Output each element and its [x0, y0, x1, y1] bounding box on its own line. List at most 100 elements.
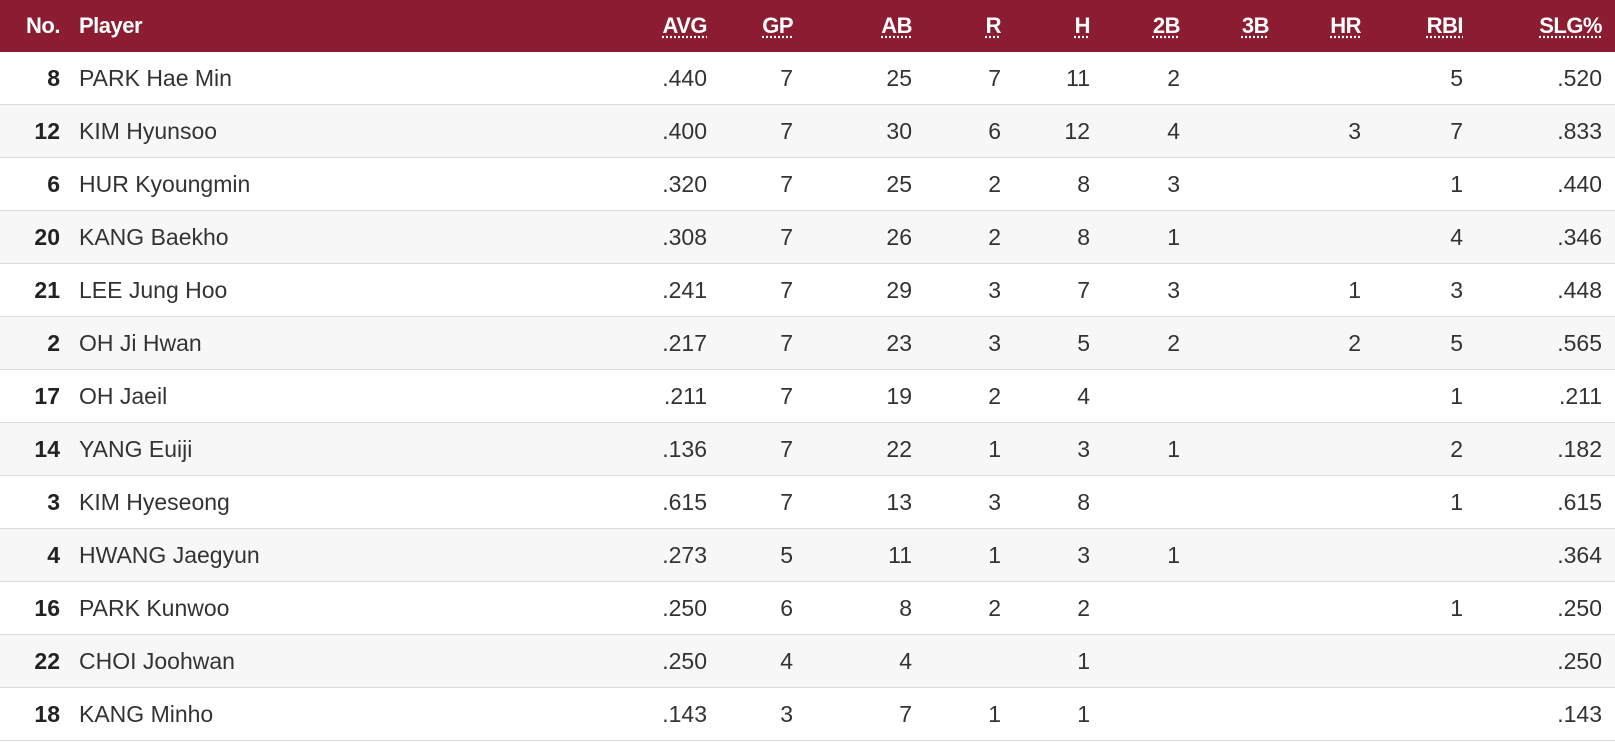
player-cell: PARK Kunwoo — [79, 595, 230, 621]
slg-cell: .346 — [1557, 224, 1602, 250]
r-cell: 1 — [988, 436, 1001, 462]
slg-cell: .364 — [1557, 542, 1602, 568]
h-cell: 12 — [1064, 118, 1090, 144]
slg-cell: .615 — [1557, 489, 1602, 515]
header-h[interactable]: H — [1074, 13, 1091, 38]
h-cell: 8 — [1077, 171, 1090, 197]
header-triples[interactable]: 3B — [1241, 13, 1270, 38]
header-r[interactable]: R — [985, 13, 1002, 38]
header-slg[interactable]: SLG% — [1539, 13, 1602, 38]
player-row: 3 KIM Hyeseong .615 7 13 3 8 1 .615 — [0, 476, 1615, 529]
slg-cell: .565 — [1557, 330, 1602, 356]
slg-cell: .182 — [1557, 436, 1602, 462]
gp-cell: 7 — [780, 383, 793, 409]
r-cell: 2 — [988, 383, 1001, 409]
h-cell: 11 — [1066, 65, 1090, 91]
ab-cell: 25 — [886, 171, 912, 197]
hr-cell: 3 — [1348, 118, 1361, 144]
number-cell: 3 — [47, 489, 60, 515]
doubles-cell: 1 — [1167, 436, 1180, 462]
gp-cell: 7 — [780, 489, 793, 515]
r-cell: 7 — [988, 65, 1001, 91]
player-row: 12 KIM Hyunsoo .400 7 30 6 12 4 3 7 .833 — [0, 105, 1615, 158]
player-cell: HUR Kyoungmin — [79, 171, 251, 197]
avg-cell: .136 — [662, 436, 707, 462]
player-cell: LEE Jung Hoo — [79, 277, 228, 303]
doubles-cell: 2 — [1167, 330, 1180, 356]
r-cell: 6 — [988, 118, 1001, 144]
header-rbi[interactable]: RBI — [1426, 13, 1464, 38]
gp-cell: 7 — [780, 277, 793, 303]
player-cell: KANG Minho — [79, 701, 214, 727]
ab-cell: 26 — [886, 224, 912, 250]
ab-cell: 13 — [886, 489, 912, 515]
h-cell: 4 — [1077, 383, 1090, 409]
header-doubles[interactable]: 2B — [1152, 13, 1181, 38]
header-avg[interactable]: AVG — [662, 13, 707, 38]
r-cell: 3 — [988, 277, 1001, 303]
player-cell: YANG Euiji — [79, 436, 193, 462]
header-gp[interactable]: GP — [762, 13, 793, 38]
player-row: 16 PARK Kunwoo .250 6 8 2 2 1 .250 — [0, 582, 1615, 635]
number-cell: 2 — [47, 330, 60, 356]
avg-cell: .250 — [662, 648, 707, 674]
rbi-cell: 1 — [1450, 383, 1463, 409]
gp-cell: 7 — [780, 224, 793, 250]
h-cell: 1 — [1077, 701, 1090, 727]
rbi-cell: 5 — [1450, 330, 1463, 356]
r-cell: 3 — [988, 330, 1001, 356]
slg-cell: .440 — [1557, 171, 1602, 197]
h-cell: 5 — [1077, 330, 1090, 356]
player-cell: KANG Baekho — [79, 224, 229, 250]
doubles-cell: 1 — [1167, 224, 1180, 250]
ab-cell: 11 — [888, 542, 912, 568]
gp-cell: 4 — [780, 648, 793, 674]
ab-cell: 7 — [899, 701, 912, 727]
gp-cell: 3 — [780, 701, 793, 727]
player-cell: KIM Hyunsoo — [79, 118, 218, 144]
player-row: 20 KANG Baekho .308 7 26 2 8 1 4.346 — [0, 211, 1615, 264]
player-row: 22 CHOI Joohwan .250 4 4 1 .250 — [0, 635, 1615, 688]
rbi-cell: 2 — [1450, 436, 1463, 462]
number-cell: 14 — [34, 436, 60, 462]
number-cell: 21 — [34, 277, 60, 303]
ab-cell: 23 — [886, 330, 912, 356]
h-cell: 3 — [1077, 542, 1090, 568]
r-cell: 2 — [988, 224, 1001, 250]
number-cell: 12 — [34, 118, 60, 144]
header-ab[interactable]: AB — [881, 13, 912, 38]
avg-cell: .440 — [662, 65, 707, 91]
avg-cell: .273 — [662, 542, 707, 568]
player-cell: KIM Hyeseong — [79, 489, 230, 515]
player-cell: HWANG Jaegyun — [79, 542, 260, 568]
doubles-cell: 2 — [1167, 65, 1180, 91]
rbi-cell: 1 — [1450, 489, 1463, 515]
number-cell: 18 — [34, 701, 60, 727]
slg-cell: .211 — [1558, 383, 1602, 409]
hr-cell: 2 — [1348, 330, 1361, 356]
ab-cell: 29 — [886, 277, 912, 303]
header-number: No. — [26, 13, 60, 38]
player-cell: PARK Hae Min — [79, 65, 232, 91]
slg-cell: .833 — [1557, 118, 1602, 144]
doubles-cell: 4 — [1167, 118, 1180, 144]
avg-cell: .211 — [663, 383, 707, 409]
r-cell: 1 — [988, 542, 1001, 568]
avg-cell: .143 — [662, 701, 707, 727]
slg-cell: .520 — [1557, 65, 1602, 91]
avg-cell: .615 — [662, 489, 707, 515]
slg-cell: .250 — [1557, 595, 1602, 621]
gp-cell: 5 — [780, 542, 793, 568]
rbi-cell: 4 — [1450, 224, 1463, 250]
player-row: 18 KANG Minho .143 3 7 1 1.143 — [0, 688, 1615, 741]
rbi-cell: 3 — [1450, 277, 1463, 303]
header-hr[interactable]: HR — [1330, 13, 1361, 38]
player-row: 17 OH Jaeil .211 7 19 2 4 1 .211 — [0, 370, 1615, 423]
hr-cell: 1 — [1348, 277, 1361, 303]
r-cell: 3 — [988, 489, 1001, 515]
number-cell: 6 — [47, 171, 60, 197]
avg-cell: .241 — [662, 277, 707, 303]
doubles-cell: 3 — [1167, 277, 1180, 303]
player-row: 2 OH Ji Hwan .217 7 23 3 5 2 2 5 .565 — [0, 317, 1615, 370]
rbi-cell: 1 — [1450, 595, 1463, 621]
